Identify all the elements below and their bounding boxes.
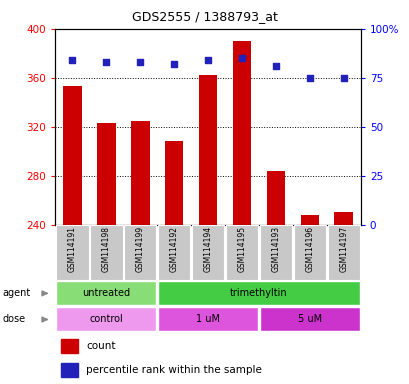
Bar: [293, 225, 326, 280]
Point: [204, 57, 211, 63]
Bar: [157, 308, 258, 331]
Text: GSM114194: GSM114194: [203, 226, 212, 272]
Bar: [124, 225, 156, 280]
Text: dose: dose: [2, 314, 25, 324]
Text: GDS2555 / 1388793_at: GDS2555 / 1388793_at: [132, 10, 277, 23]
Bar: [61, 364, 78, 377]
Text: control: control: [89, 314, 123, 324]
Bar: [63, 86, 81, 225]
Bar: [56, 225, 88, 280]
Text: GSM114195: GSM114195: [237, 226, 246, 272]
Bar: [97, 123, 115, 225]
Text: 1 uM: 1 uM: [196, 314, 220, 324]
Text: percentile rank within the sample: percentile rank within the sample: [86, 366, 261, 376]
Point: [340, 74, 346, 81]
Bar: [157, 281, 359, 305]
Point: [272, 63, 279, 69]
Text: trimethyltin: trimethyltin: [229, 288, 287, 298]
Bar: [259, 225, 292, 280]
Point: [69, 57, 75, 63]
Text: GSM114193: GSM114193: [271, 226, 280, 272]
Text: GSM114191: GSM114191: [67, 226, 76, 272]
Bar: [56, 308, 156, 331]
Text: GSM114192: GSM114192: [169, 226, 178, 272]
Text: count: count: [86, 341, 115, 351]
Bar: [259, 308, 359, 331]
Text: GSM114199: GSM114199: [135, 226, 144, 272]
Text: untreated: untreated: [82, 288, 130, 298]
Point: [103, 59, 109, 65]
Point: [171, 61, 177, 67]
Text: GSM114197: GSM114197: [339, 226, 348, 272]
Text: GSM114198: GSM114198: [101, 226, 110, 272]
Bar: [327, 225, 359, 280]
Bar: [157, 225, 190, 280]
Bar: [90, 225, 122, 280]
Bar: [130, 121, 149, 225]
Text: 5 uM: 5 uM: [297, 314, 321, 324]
Point: [137, 59, 143, 65]
Text: GSM114196: GSM114196: [305, 226, 314, 272]
Bar: [198, 75, 217, 225]
Bar: [232, 41, 251, 225]
Bar: [164, 141, 183, 225]
Bar: [61, 339, 78, 353]
Bar: [56, 281, 156, 305]
Bar: [334, 212, 352, 225]
Bar: [266, 171, 285, 225]
Text: agent: agent: [2, 288, 30, 298]
Bar: [225, 225, 258, 280]
Bar: [300, 215, 319, 225]
Bar: [191, 225, 224, 280]
Point: [306, 74, 312, 81]
Point: [238, 55, 245, 61]
